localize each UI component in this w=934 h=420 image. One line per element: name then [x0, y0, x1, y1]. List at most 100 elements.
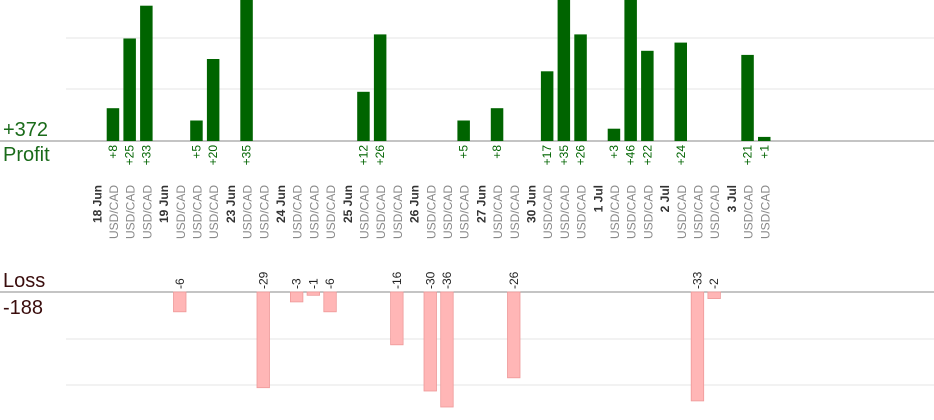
profit-bar	[574, 34, 587, 141]
loss-bar	[440, 291, 454, 408]
loss-label: Loss	[3, 270, 46, 292]
profit-value-label: +5	[457, 145, 471, 159]
profit-bar	[123, 38, 136, 141]
profit-bar	[457, 120, 470, 141]
profit-total: +372	[3, 119, 49, 141]
profit-bar	[557, 0, 571, 141]
date-label: 2 Jul	[658, 185, 672, 212]
profit-bar	[540, 71, 554, 141]
profit-value-label: +35	[557, 145, 571, 166]
symbol-label: USD/CAD	[107, 185, 121, 239]
date-label: 30 Jun	[524, 185, 538, 223]
profit-value-label: +24	[674, 145, 688, 166]
profit-bar	[106, 108, 120, 141]
loss-bar	[306, 291, 321, 296]
loss-value-label: -1	[306, 278, 320, 289]
loss-value-label: -33	[690, 271, 704, 289]
date-label: 19 Jun	[157, 185, 171, 223]
profit-bar	[758, 136, 771, 141]
profit-bar	[373, 34, 387, 141]
date-label: 18 Jun	[90, 185, 104, 223]
symbol-label: USD/CAD	[675, 185, 689, 239]
profit-bar	[206, 59, 220, 141]
symbol-label: USD/CAD	[491, 185, 505, 239]
profit-bar	[641, 50, 654, 141]
profit-value-label: +12	[356, 145, 370, 166]
symbol-label: USD/CAD	[708, 185, 722, 239]
profit-bar	[490, 108, 504, 141]
profit-bar	[140, 5, 153, 142]
loss-bar	[707, 291, 721, 299]
loss-value-label: -30	[423, 271, 437, 289]
symbol-label: USD/CAD	[241, 185, 255, 239]
profit-value-label: +3	[607, 145, 621, 159]
symbol-label: USD/CAD	[324, 185, 338, 239]
profit-value-label: +35	[240, 145, 254, 166]
loss-value-label: -6	[173, 278, 187, 289]
date-label: 26 Jun	[408, 185, 422, 223]
loss-total: -188	[3, 297, 44, 319]
symbol-label: USD/CAD	[124, 185, 138, 239]
symbol-label: USD/CAD	[575, 185, 589, 239]
symbol-label: USD/CAD	[625, 185, 639, 239]
loss-value-label: -26	[507, 271, 521, 289]
profit-bar	[607, 128, 621, 141]
loss-value-label: -29	[256, 271, 270, 289]
profit-value-label: +17	[540, 145, 554, 166]
profit-label: Profit	[3, 144, 50, 166]
loss-bar	[256, 291, 270, 389]
symbol-label: USD/CAD	[424, 185, 438, 239]
symbol-label: USD/CAD	[558, 185, 572, 239]
symbol-label: USD/CAD	[508, 185, 522, 239]
symbol-label: USD/CAD	[291, 185, 305, 239]
profit-bar	[240, 0, 253, 141]
profit-value-label: +8	[106, 145, 120, 159]
profit-value-label: +46	[624, 145, 638, 166]
symbol-label: USD/CAD	[641, 185, 655, 239]
symbol-label: USD/CAD	[691, 185, 705, 239]
loss-bar	[323, 291, 337, 313]
symbol-label: USD/CAD	[391, 185, 405, 239]
loss-value-label: -3	[290, 278, 304, 289]
profit-value-label: +26	[373, 145, 387, 166]
profit-value-label: +26	[574, 145, 588, 166]
symbol-label: USD/CAD	[742, 185, 756, 239]
loss-value-label: -6	[323, 278, 337, 289]
symbol-label: USD/CAD	[307, 185, 321, 239]
loss-bar	[690, 291, 705, 402]
profit-value-label: +22	[640, 145, 654, 166]
symbol-label: USD/CAD	[758, 185, 772, 239]
profit-value-label: +1	[757, 145, 771, 159]
loss-bar	[390, 291, 404, 346]
profit-value-label: +25	[123, 145, 137, 166]
date-label: 25 Jun	[341, 185, 355, 223]
profit-bar	[674, 42, 687, 141]
profit-bar	[190, 120, 203, 141]
profit-bar	[357, 91, 370, 141]
symbol-label: USD/CAD	[441, 185, 455, 239]
symbol-label: USD/CAD	[190, 185, 204, 239]
symbol-label: USD/CAD	[174, 185, 188, 239]
symbol-label: USD/CAD	[207, 185, 221, 239]
symbol-label: USD/CAD	[458, 185, 472, 239]
profit-bar	[624, 0, 637, 141]
loss-value-label: -16	[390, 271, 404, 289]
date-label: 3 Jul	[725, 185, 739, 212]
profit-value-label: +33	[139, 145, 153, 166]
loss-bar	[507, 291, 521, 379]
symbol-label: USD/CAD	[374, 185, 388, 239]
profit-value-label: +20	[206, 145, 220, 166]
loss-bar	[423, 291, 437, 392]
date-label: 27 Jun	[474, 185, 488, 223]
loss-value-label: -2	[707, 278, 721, 289]
date-label: 23 Jun	[224, 185, 238, 223]
symbol-label: USD/CAD	[357, 185, 371, 239]
profit-value-label: +21	[741, 145, 755, 166]
symbol-label: USD/CAD	[140, 185, 154, 239]
symbol-label: USD/CAD	[541, 185, 555, 239]
loss-bar	[173, 291, 187, 313]
loss-value-label: -36	[440, 271, 454, 289]
symbol-label: USD/CAD	[608, 185, 622, 239]
symbol-label: USD/CAD	[257, 185, 271, 239]
